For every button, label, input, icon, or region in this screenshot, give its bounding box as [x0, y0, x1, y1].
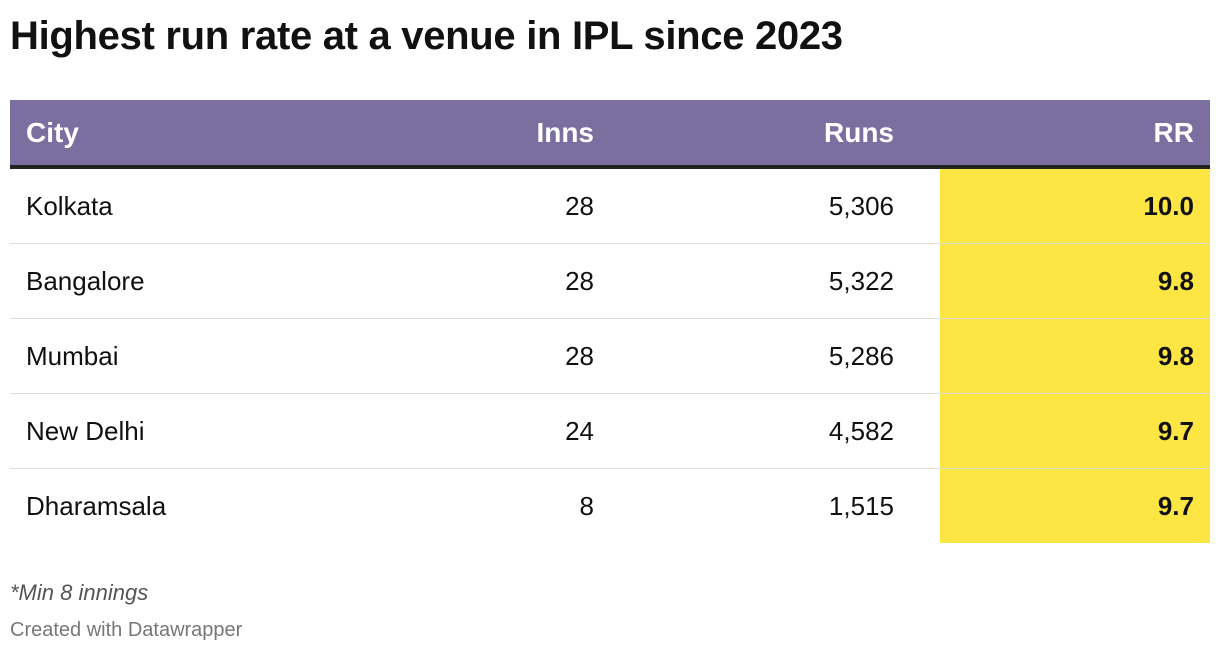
header-inns[interactable]: Inns: [310, 100, 610, 169]
cell-rr: 9.7: [940, 394, 1210, 468]
cell-city: Mumbai: [10, 318, 310, 394]
cell-rr-wrap: 9.7: [910, 469, 1210, 543]
cell-city: New Delhi: [10, 393, 310, 469]
cell-inns: 24: [310, 393, 610, 469]
table-row: Bangalore 28 5,322 9.8: [10, 243, 1210, 319]
cell-runs: 5,306: [610, 167, 910, 244]
footnote: *Min 8 innings: [10, 580, 149, 605]
table-row: Mumbai 28 5,286 9.8: [10, 318, 1210, 394]
cell-runs: 4,582: [610, 393, 910, 469]
cell-rr: 10.0: [940, 169, 1210, 243]
table-row: New Delhi 24 4,582 9.7: [10, 393, 1210, 469]
header-runs[interactable]: Runs: [610, 100, 910, 169]
cell-rr: 9.8: [940, 244, 1210, 318]
cell-inns: 28: [310, 243, 610, 319]
chart-title: Highest run rate at a venue in IPL since…: [10, 14, 843, 58]
cell-rr-wrap: 9.8: [910, 243, 1210, 319]
table-row: Dharamsala 8 1,515 9.7: [10, 469, 1210, 543]
cell-runs: 1,515: [828, 490, 894, 521]
cell-inns: 8: [579, 490, 594, 521]
table-row: Kolkata 28 5,306 10.0: [10, 167, 1210, 244]
cell-inns: 28: [310, 318, 610, 394]
header-city[interactable]: City: [10, 100, 310, 169]
header-rr[interactable]: RR: [910, 100, 1210, 169]
cell-city: Bangalore: [10, 243, 310, 319]
header-row: City Inns Runs RR: [10, 100, 1210, 169]
cell-rr: 9.7: [940, 469, 1210, 543]
data-table: City Inns Runs RR Kolkata 28 5,306 10.0 Bang…: [10, 100, 1210, 543]
cell-rr-wrap: 9.7: [910, 393, 1210, 469]
cell-city: Kolkata: [10, 167, 310, 244]
credit-text: Created with Datawrapper: [10, 619, 243, 641]
table-body: Kolkata 28 5,306 10.0 Bangalore 28 5,322 9.8 Mum…: [10, 167, 1210, 543]
cell-runs: 5,286: [610, 318, 910, 394]
cell-rr: 9.8: [940, 319, 1210, 393]
cell-rr-wrap: 9.8: [910, 318, 1210, 394]
cell-city: Dharamsala: [26, 490, 167, 521]
cell-inns: 28: [310, 167, 610, 244]
cell-runs: 5,322: [610, 243, 910, 319]
cell-rr-wrap: 10.0: [910, 167, 1210, 244]
